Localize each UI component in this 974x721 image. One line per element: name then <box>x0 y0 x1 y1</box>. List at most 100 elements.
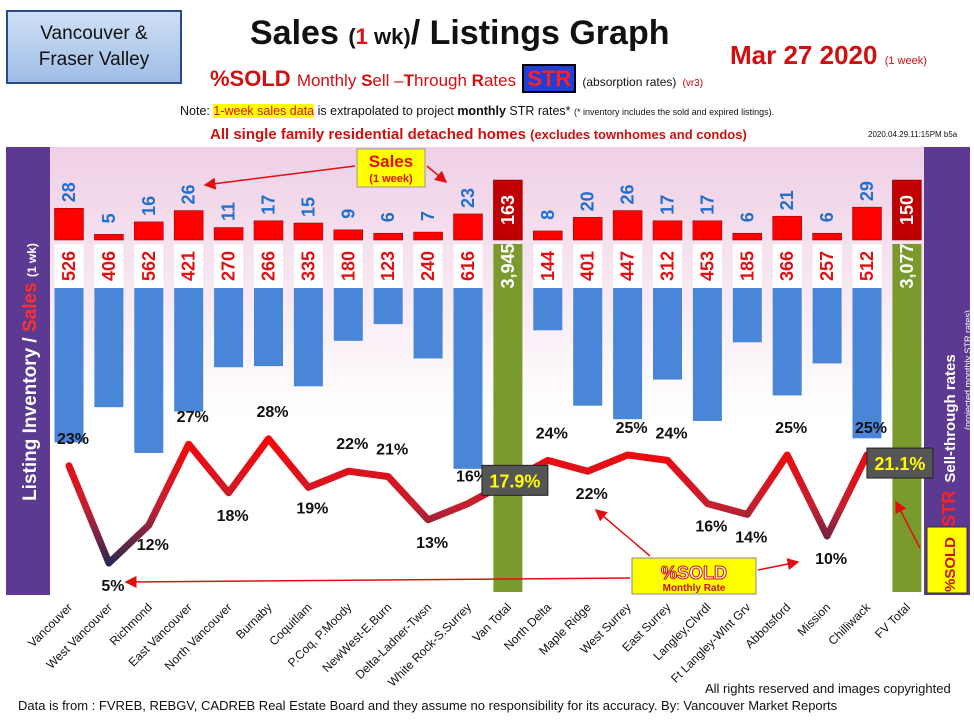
sales-bar-10 <box>453 213 483 241</box>
listing-bar-0 <box>54 288 84 443</box>
listing-label-bg-11 <box>493 244 523 288</box>
right-banner-str: STR <box>939 491 959 527</box>
listing-value-9: 240 <box>418 251 438 281</box>
sales-value-5: 17 <box>259 195 279 215</box>
listing-bar-4 <box>214 288 244 368</box>
sales-value-13: 20 <box>578 191 598 211</box>
listing-value-8: 123 <box>378 251 398 281</box>
listing-value-0: 526 <box>59 251 79 281</box>
sold-label-20: 25% <box>855 420 887 437</box>
x-tick-20: Chilliwack <box>826 600 874 648</box>
listing-bar-10 <box>453 288 483 469</box>
left-banner-week: (1 wk) <box>25 243 39 277</box>
listing-bar-21 <box>892 288 922 592</box>
sales-bar-4 <box>213 227 244 241</box>
listing-label-bg-16 <box>692 244 722 288</box>
sales-callout-box <box>356 148 426 188</box>
sold-label-7: 22% <box>336 436 368 453</box>
sales-value-11: 163 <box>498 195 518 225</box>
listing-label-bg-8 <box>373 244 403 288</box>
title-listings: / Listings Graph <box>410 14 670 52</box>
sales-bar-18 <box>772 215 802 241</box>
left-banner-sales: Sales <box>20 282 41 332</box>
x-tick-19: Mission <box>795 600 834 639</box>
sales-value-14: 26 <box>618 185 638 205</box>
left-banner-inventory: Listing Inventory / <box>20 337 41 501</box>
timestamp: 2020.04.29.11:15PM b5a <box>868 130 958 139</box>
sold-label-8: 21% <box>376 442 408 459</box>
listing-bar-3 <box>174 288 204 412</box>
listing-bar-12 <box>533 288 563 331</box>
right-banner-sold-box <box>926 526 968 594</box>
sold-label-16: 16% <box>695 519 727 536</box>
sales-value-19: 6 <box>817 212 837 222</box>
listing-label-bg-18 <box>772 244 802 288</box>
listing-label-bg-15 <box>653 244 682 288</box>
sales-value-8: 6 <box>378 212 398 222</box>
listing-value-6: 335 <box>298 251 318 281</box>
sales-bar-3 <box>173 210 204 241</box>
listing-bar-16 <box>692 288 722 421</box>
subtitle-str-badge: STR <box>522 64 577 93</box>
sales-bar-20 <box>852 206 882 241</box>
listing-bar-13 <box>573 288 603 406</box>
listing-label-bg-5 <box>254 244 283 288</box>
left-banner-text: Listing Inventory / Sales (1 wk) <box>20 243 41 501</box>
note-line: Note: 1-week sales data is extrapolated … <box>180 104 775 118</box>
listing-label-bg-1 <box>94 244 124 288</box>
sold-callout-sub: Monthly Rate <box>663 583 726 594</box>
region-line-1: Vancouver & <box>40 23 148 44</box>
listing-value-12: 144 <box>538 251 558 281</box>
sold-line <box>65 435 871 567</box>
sales-arrow-right <box>426 165 448 183</box>
left-axis-banner <box>6 147 50 595</box>
subtitle: %SOLD Monthly Sell –Through Rates STR (a… <box>210 64 703 93</box>
x-tick-9: Delta-Ladner-Twsn <box>353 600 435 682</box>
labels-group: 5262840655621642126270112661733515180912… <box>57 181 934 595</box>
listing-value-19: 257 <box>817 251 837 281</box>
listing-bar-20 <box>852 288 882 439</box>
sales-value-17: 6 <box>737 212 757 222</box>
page-title: Sales (1 wk)/ Listings Graph <box>250 14 670 53</box>
listing-bar-11 <box>493 288 523 592</box>
listing-bar-6 <box>293 288 323 387</box>
listing-value-4: 270 <box>219 251 239 281</box>
sales-value-21: 150 <box>897 195 917 225</box>
sales-bar-16 <box>692 220 723 241</box>
sales-bar-1 <box>94 234 124 241</box>
listing-label-bg-6 <box>293 244 323 288</box>
str-arrow <box>895 500 921 549</box>
listing-bar-9 <box>413 288 443 359</box>
listing-label-bg-14 <box>613 244 643 288</box>
listing-label-bg-21 <box>892 244 922 288</box>
total-str-box-21 <box>866 447 934 479</box>
right-banner-text: %SOLD STR Sell-through rates <box>939 354 959 592</box>
title-paren: ( <box>348 24 356 49</box>
sold-label-15: 24% <box>655 425 687 442</box>
note-highlight: 1-week sales data <box>213 104 315 118</box>
listing-bar-7 <box>333 288 363 341</box>
sales-bar-19 <box>812 232 842 241</box>
region-line-2: Fraser Valley <box>38 49 150 70</box>
total-str-label-11: 17.9% <box>489 471 540 491</box>
sales-bar-9 <box>413 231 443 241</box>
subtitle-absorption: (absorption rates) <box>582 75 677 89</box>
sales-value-15: 17 <box>658 195 678 215</box>
sales-bar-2 <box>134 221 164 241</box>
listing-value-21: 3,077 <box>897 243 917 288</box>
listing-label-bg-9 <box>413 244 443 288</box>
region-box: Vancouver & Fraser Valley <box>6 10 182 84</box>
x-tick-8: NewWest-E.Burn <box>320 600 395 675</box>
sales-callout-label: Sales <box>369 152 413 171</box>
date-note: (1 week) <box>884 55 927 67</box>
listing-label-bg-2 <box>134 244 164 288</box>
sold-label-0: 23% <box>57 431 89 448</box>
copyright: All rights reserved and images copyright… <box>705 681 951 696</box>
sales-value-16: 17 <box>697 195 717 215</box>
sales-value-0: 28 <box>59 182 79 202</box>
listing-label-bg-0 <box>54 244 84 288</box>
sold-arrow-up <box>594 509 651 557</box>
listing-bar-2 <box>134 288 164 453</box>
right-banner-sold: %SOLD <box>942 537 959 592</box>
sales-bar-13 <box>572 217 603 241</box>
